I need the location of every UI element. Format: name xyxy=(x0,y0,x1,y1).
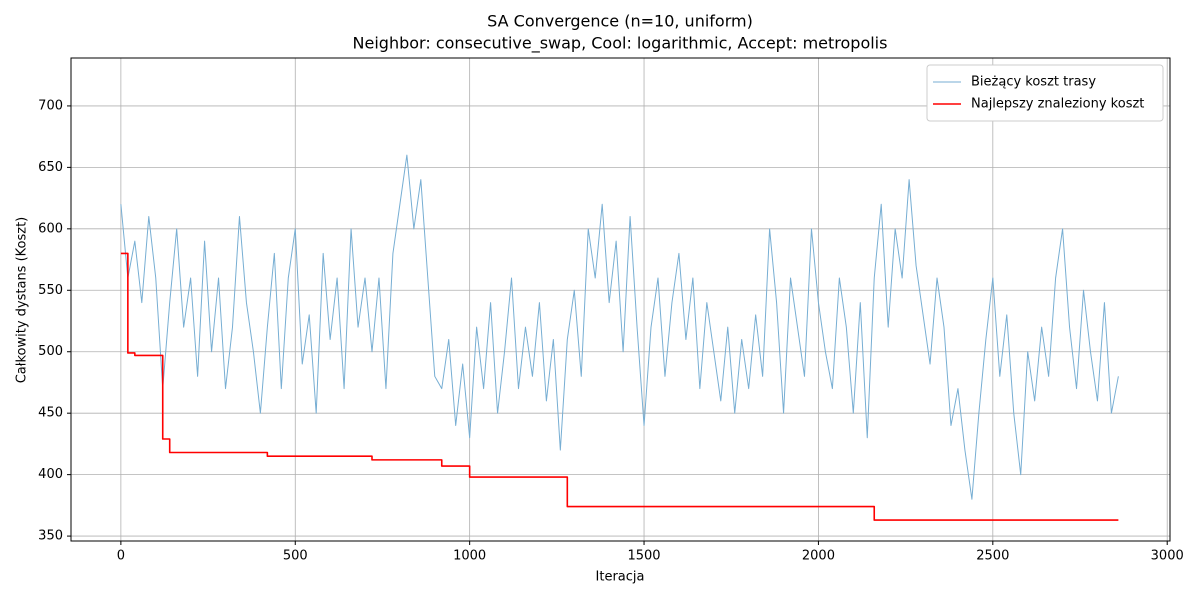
legend-box xyxy=(926,64,1164,122)
series-line xyxy=(120,154,1119,500)
x-tick-label: 1500 xyxy=(627,549,660,564)
series-line xyxy=(120,252,1119,521)
chart-title: SA Convergence (n=10, uniform) xyxy=(487,12,753,31)
y-tick-label: 600 xyxy=(38,221,63,236)
y-tick-label: 650 xyxy=(38,160,63,175)
y-tick-label: 450 xyxy=(38,406,63,421)
y-axis-label: Całkowity dystans (Koszt) xyxy=(15,217,30,384)
y-tick-label: 500 xyxy=(38,344,63,359)
x-tick-label: 0 xyxy=(117,549,125,564)
chart-subtitle: Neighbor: consecutive_swap, Cool: logari… xyxy=(353,34,888,54)
legend-label: Najlepszy znaleziony koszt xyxy=(971,97,1144,112)
y-tick-label: 550 xyxy=(38,283,63,298)
x-tick-label: 500 xyxy=(283,549,308,564)
plot-frame xyxy=(70,57,1171,542)
legend-label: Bieżący koszt trasy xyxy=(971,75,1096,90)
x-tick-label: 3000 xyxy=(1151,549,1184,564)
x-tick-label: 2000 xyxy=(802,549,835,564)
y-tick-label: 350 xyxy=(38,529,63,544)
y-tick-label: 400 xyxy=(38,467,63,482)
x-tick-label: 1000 xyxy=(453,549,486,564)
x-axis-label: Iteracja xyxy=(596,570,645,585)
x-tick-label: 2500 xyxy=(976,549,1009,564)
y-tick-label: 700 xyxy=(38,98,63,113)
